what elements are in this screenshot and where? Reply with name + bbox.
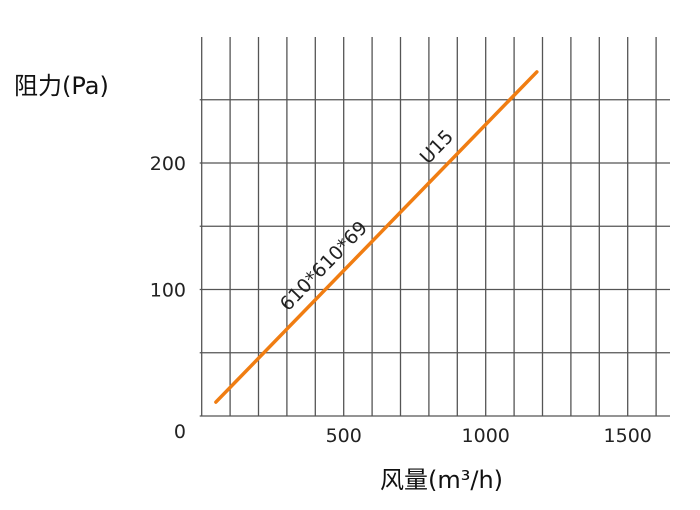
annotation-size: 610*610*69 bbox=[276, 217, 372, 316]
series-layer bbox=[214, 70, 539, 404]
x-tick-label: 1500 bbox=[604, 425, 652, 447]
x-tick-label: 500 bbox=[326, 425, 362, 447]
y-tick-label: 100 bbox=[150, 280, 186, 302]
annotation-grade: U15 bbox=[416, 126, 458, 169]
series-line bbox=[214, 70, 539, 404]
grid bbox=[199, 37, 670, 417]
y-tick-label: 0 bbox=[174, 421, 186, 443]
x-axis-title: 风量(m³/h) bbox=[380, 466, 503, 494]
tick-labels: 500 1000 1500 0 100 200 bbox=[150, 153, 652, 447]
y-tick-label: 200 bbox=[150, 153, 186, 175]
x-tick-label: 1000 bbox=[462, 425, 510, 447]
y-axis-title: 阻力(Pa) bbox=[14, 72, 109, 100]
